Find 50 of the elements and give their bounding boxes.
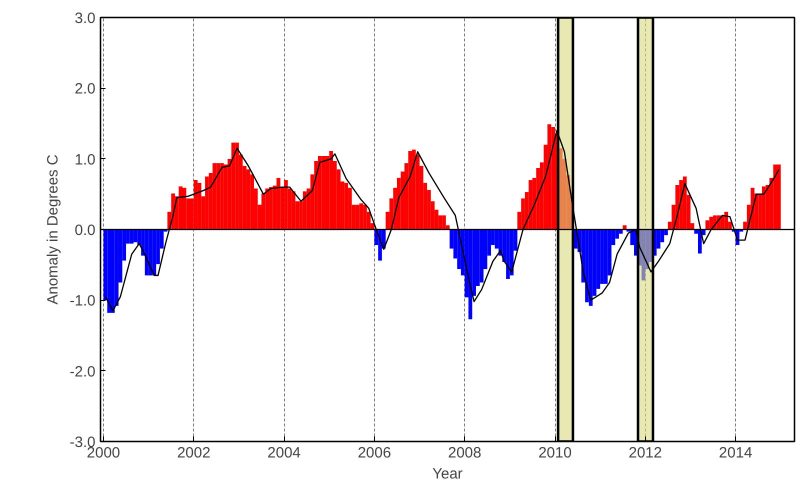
bar (107, 230, 111, 313)
x-tick-label: 2004 (267, 444, 301, 462)
x-tick-label: 2010 (538, 444, 572, 462)
bar (134, 230, 138, 242)
bar (356, 204, 360, 230)
bar (198, 182, 202, 230)
bar (604, 230, 608, 284)
bar (528, 180, 532, 230)
bar (178, 186, 182, 230)
bar (506, 230, 510, 279)
y-tick-label: 2.0 (74, 80, 96, 98)
bar (412, 150, 416, 230)
bar (269, 187, 273, 230)
y-tick-label: 0.0 (74, 222, 96, 239)
bar (585, 230, 589, 302)
bar (212, 163, 216, 230)
bar (442, 215, 446, 230)
bar (642, 230, 646, 280)
bar (706, 220, 710, 230)
y-tick-label: -2.0 (70, 363, 96, 380)
y-tick-label: 3.0 (74, 10, 96, 27)
bar (182, 188, 186, 230)
bar (284, 180, 288, 230)
bar (276, 178, 280, 230)
bar (551, 127, 555, 230)
y-tick-label: -1.0 (70, 292, 96, 310)
y-axis-title: Anomaly in Degrees C (44, 154, 62, 305)
bar (363, 204, 367, 230)
bar (359, 203, 364, 230)
x-tick-label: 2006 (358, 444, 392, 462)
x-tick-label: 2014 (718, 444, 752, 462)
bar (322, 156, 326, 230)
x-tick-label: 2008 (448, 444, 482, 462)
bar (110, 230, 115, 313)
bar (220, 163, 224, 230)
bar (344, 182, 348, 230)
bar (246, 169, 250, 230)
bar (205, 176, 209, 230)
x-tick-label: 2002 (177, 444, 210, 462)
bar (329, 151, 333, 230)
bar (773, 164, 778, 230)
bar (292, 191, 296, 230)
bar (194, 180, 198, 230)
bar (480, 230, 484, 282)
x-axis-title: Year (432, 466, 463, 482)
bar (148, 230, 152, 276)
bar (777, 164, 781, 230)
x-tick-label: 2012 (628, 444, 662, 462)
bar (235, 142, 239, 230)
y-tick-label: 1.0 (74, 151, 96, 168)
